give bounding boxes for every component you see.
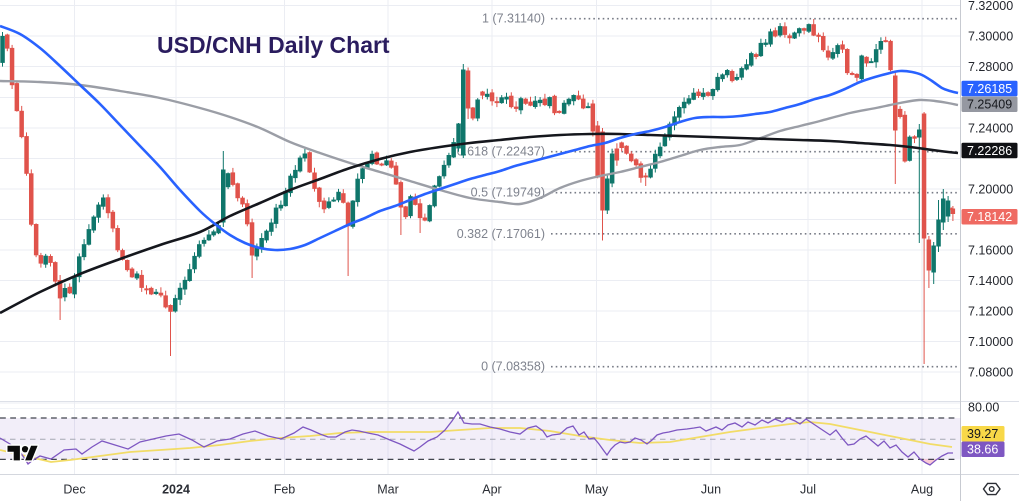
svg-text:0.618 (7.22437): 0.618 (7.22437) [457,145,545,159]
svg-text:7.26185: 7.26185 [967,82,1012,96]
svg-text:7.22286: 7.22286 [967,144,1012,158]
svg-text:2024: 2024 [162,483,190,497]
svg-text:Aug: Aug [911,483,933,497]
svg-text:0.5 (7.19749): 0.5 (7.19749) [471,186,545,200]
svg-text:7.32000: 7.32000 [968,0,1013,13]
svg-text:7.14000: 7.14000 [968,274,1013,288]
svg-text:Feb: Feb [274,483,296,497]
svg-text:Dec: Dec [63,483,85,497]
svg-text:7.08000: 7.08000 [968,366,1013,380]
svg-text:7.20000: 7.20000 [968,182,1013,196]
svg-text:Jun: Jun [701,483,721,497]
svg-text:7.30000: 7.30000 [968,30,1013,44]
svg-text:7.16000: 7.16000 [968,244,1013,258]
svg-text:7.18142: 7.18142 [967,210,1012,224]
svg-text:Mar: Mar [377,483,399,497]
svg-text:1 (7.31140): 1 (7.31140) [482,12,545,26]
svg-text:May: May [585,483,609,497]
svg-text:Jul: Jul [800,483,816,497]
svg-text:0.382 (7.17061): 0.382 (7.17061) [457,227,545,241]
svg-text:39.27: 39.27 [967,427,998,441]
svg-text:38.66: 38.66 [967,443,998,457]
svg-text:Apr: Apr [482,483,501,497]
svg-text:80.00: 80.00 [968,401,999,415]
svg-text:USD/CNH Daily Chart: USD/CNH Daily Chart [157,32,390,58]
svg-text:7.10000: 7.10000 [968,335,1013,349]
svg-text:7.24000: 7.24000 [968,121,1013,135]
svg-text:0 (7.08358): 0 (7.08358) [481,360,545,374]
svg-text:7.25409: 7.25409 [967,98,1012,112]
svg-text:7.28000: 7.28000 [968,60,1013,74]
svg-text:7.12000: 7.12000 [968,305,1013,319]
